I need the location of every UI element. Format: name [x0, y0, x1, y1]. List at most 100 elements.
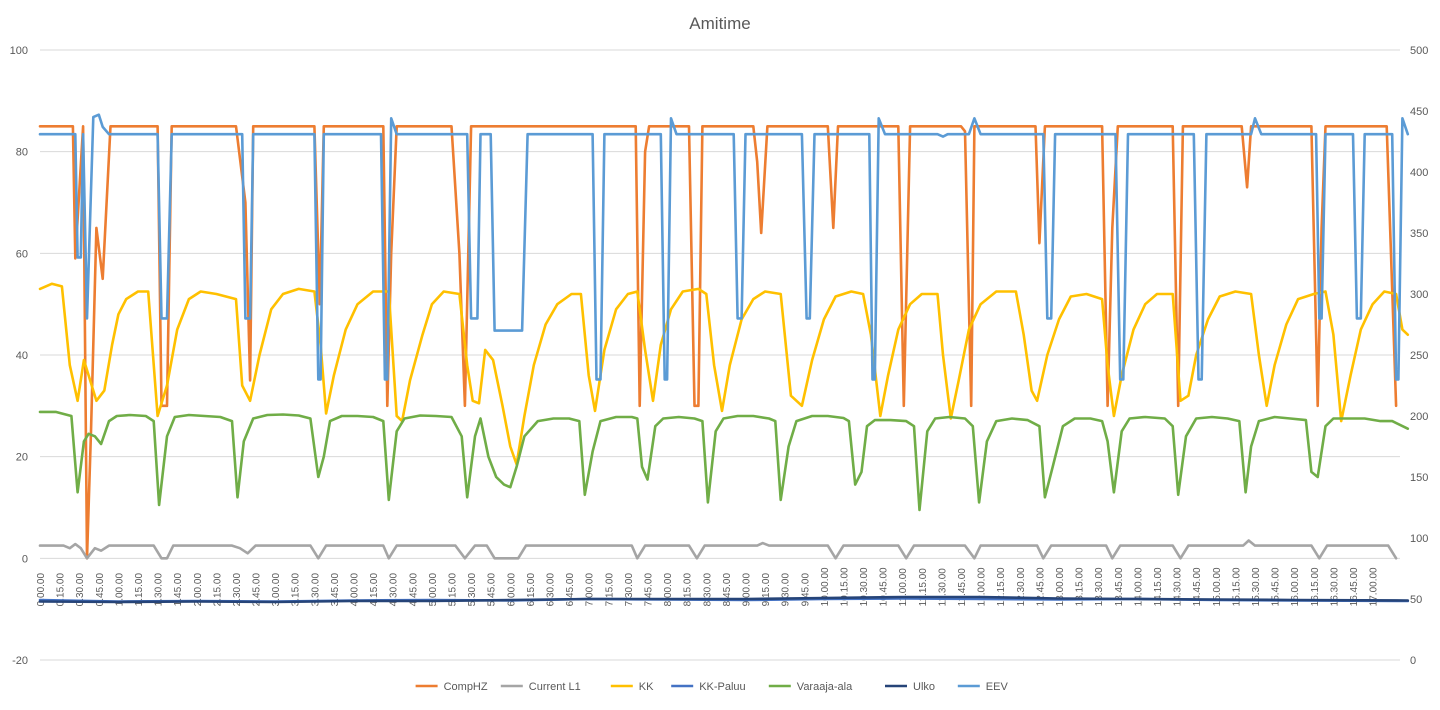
x-tick-label: 5.15.00	[448, 573, 459, 607]
legend-item: Ulko	[885, 681, 935, 693]
x-tick-label: 1.45.00	[173, 573, 184, 607]
series-lines	[38, 113, 1410, 604]
legend-label: Ulko	[913, 681, 935, 693]
x-tick-label: 6.45.00	[565, 573, 576, 607]
x-tick-label: 14.30.00	[1173, 567, 1184, 606]
right-tick-label: 50	[1410, 594, 1422, 606]
legend-item: KK-Paluu	[671, 681, 746, 693]
x-tick-label: 7.30.00	[624, 573, 635, 607]
series-line-comphz	[38, 125, 1398, 560]
x-tick-label: 2.45.00	[252, 573, 263, 607]
left-tick-label: 20	[16, 452, 28, 464]
legend-item: KK	[610, 681, 654, 693]
x-tick-label: 10.00.00	[820, 567, 831, 606]
x-tick-label: 13.00.00	[1055, 567, 1066, 606]
x-tick-label: 3.30.00	[310, 573, 321, 607]
series-line-ulko	[38, 595, 1410, 604]
x-tick-label: 11.45.00	[957, 568, 968, 607]
left-tick-label: 0	[22, 553, 28, 565]
x-tick-label: 1.00.00	[114, 573, 125, 607]
x-tick-label: 5.45.00	[487, 573, 498, 607]
x-tick-label: 8.15.00	[683, 573, 694, 607]
x-tick-label: 6.30.00	[546, 573, 557, 607]
right-tick-label: 450	[1410, 106, 1428, 118]
right-tick-label: 100	[1410, 533, 1428, 545]
legend: CompHZ Current L1 KK KK-Paluu Varaaja-ala Ulk…	[415, 681, 1009, 693]
x-tick-label: 14.15.00	[1153, 567, 1164, 606]
legend-label: Varaaja-ala	[797, 681, 853, 693]
x-tick-label: 15.00.00	[1212, 567, 1223, 606]
x-tick-label: 10.15.00	[839, 567, 850, 606]
x-tick-label: 0.00.00	[36, 573, 47, 607]
right-tick-label: 400	[1410, 167, 1428, 179]
chart-title: Amitime	[689, 14, 750, 33]
x-tick-label: 3.15.00	[291, 573, 302, 607]
legend-label: KK	[639, 681, 654, 693]
legend-item: CompHZ	[415, 681, 488, 693]
right-tick-label: 200	[1410, 411, 1428, 423]
x-tick-label: 13.15.00	[1075, 567, 1086, 606]
left-y-axis: -20 0 20 40 60 80 100	[10, 45, 28, 667]
x-tick-label: 12.00.00	[977, 567, 988, 606]
x-tick-label: 6.15.00	[526, 573, 537, 607]
series-line-varaaja-ala	[38, 410, 1410, 512]
x-tick-label: 10.45.00	[879, 567, 890, 606]
gridlines	[40, 49, 1400, 661]
x-tick-label: 4.15.00	[369, 573, 380, 607]
x-tick-label: 5.00.00	[428, 573, 439, 607]
x-tick-label: 12.15.00	[996, 567, 1007, 606]
right-tick-label: 250	[1410, 350, 1428, 362]
x-tick-label: 11.00.00	[898, 568, 909, 607]
x-tick-label: 2.15.00	[212, 573, 223, 607]
left-tick-label: 80	[16, 147, 28, 159]
x-tick-label: 15.30.00	[1251, 567, 1262, 606]
legend-label: EEV	[986, 681, 1009, 693]
left-tick-label: 60	[16, 248, 28, 260]
x-tick-label: 4.30.00	[389, 573, 400, 607]
x-tick-label: 16.30.00	[1329, 567, 1340, 606]
legend-label: Current L1	[529, 681, 581, 693]
x-tick-label: 15.15.00	[1231, 567, 1242, 606]
x-tick-label: 2.00.00	[193, 573, 204, 607]
x-tick-label: 0.15.00	[56, 573, 67, 607]
x-tick-label: 9.00.00	[741, 573, 752, 607]
x-tick-label: 11.30.00	[937, 568, 948, 607]
legend-label: KK-Paluu	[699, 681, 745, 693]
x-tick-label: 13.45.00	[1114, 567, 1125, 606]
x-tick-label: 7.15.00	[604, 573, 615, 607]
x-tick-label: 5.30.00	[467, 573, 478, 607]
x-tick-label: 7.45.00	[643, 573, 654, 607]
series-line-eev	[38, 113, 1410, 381]
x-tick-label: 4.00.00	[350, 573, 361, 607]
x-tick-label: 16.45.00	[1349, 567, 1360, 606]
x-tick-label: 3.00.00	[271, 573, 282, 607]
series-line-kk	[38, 282, 1410, 466]
right-tick-label: 0	[1410, 655, 1416, 667]
x-tick-label: 15.45.00	[1271, 567, 1282, 606]
x-tick-label: 7.00.00	[585, 573, 596, 607]
x-tick-label: 11.15.00	[918, 568, 929, 607]
x-tick-label: 17.00.00	[1369, 567, 1380, 606]
right-tick-label: 150	[1410, 472, 1428, 484]
x-tick-label: 0.45.00	[95, 573, 106, 607]
x-tick-label: 8.30.00	[702, 573, 713, 607]
x-tick-label: 16.00.00	[1290, 567, 1301, 606]
x-tick-label: 0.30.00	[75, 573, 86, 607]
x-tick-label: 13.30.00	[1094, 567, 1105, 606]
legend-item: EEV	[957, 681, 1009, 693]
left-tick-label: -20	[12, 655, 28, 667]
series-line-current-l1	[38, 539, 1398, 560]
x-tick-label: 12.30.00	[1016, 567, 1027, 606]
x-tick-label: 6.00.00	[506, 573, 517, 607]
x-tick-label: 1.30.00	[154, 573, 165, 607]
legend-item: Varaaja-ala	[768, 681, 853, 693]
left-tick-label: 40	[16, 350, 28, 362]
x-tick-label: 10.30.00	[859, 567, 870, 606]
right-tick-label: 300	[1410, 289, 1428, 301]
x-tick-label: 12.45.00	[1035, 567, 1046, 606]
x-tick-label: 9.45.00	[800, 573, 811, 607]
x-tick-label: 14.00.00	[1133, 567, 1144, 606]
x-tick-label: 2.30.00	[232, 573, 243, 607]
